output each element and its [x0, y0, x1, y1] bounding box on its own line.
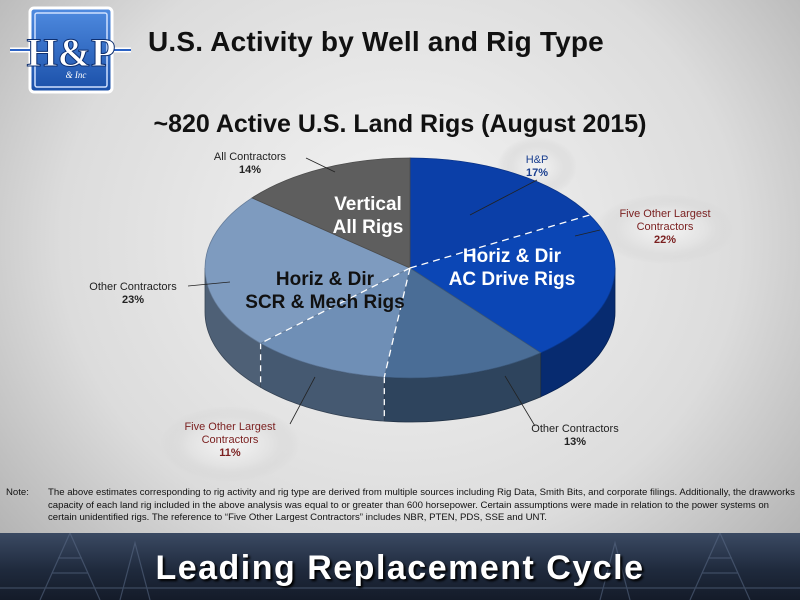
group-label-0: Vertical All Rigs: [333, 194, 404, 238]
callout-leader-3: [289, 376, 316, 425]
hp-logo-graphic: H&P & Inc: [10, 6, 131, 94]
callout-label-1: Five Other Largest Contractors 22%: [619, 208, 710, 246]
slice-separator-3: [383, 267, 411, 378]
callout-percent-5: 14%: [239, 164, 261, 176]
group-label-1-line-0: Horiz & Dir: [463, 246, 562, 267]
footer-banner: Leading Replacement Cycle: [0, 533, 800, 600]
group-label-0-line-0: Vertical: [334, 194, 402, 215]
callout-percent-1: 22%: [654, 234, 676, 246]
group-label-2: Horiz & Dir SCR & Mech Rigs: [245, 269, 404, 313]
callout-label-2-line-0: Other Contractors: [531, 423, 619, 435]
callout-percent-3: 11%: [219, 447, 241, 459]
callout-label-2: Other Contractors 13%: [531, 423, 619, 448]
group-label-1-line-1: AC Drive Rigs: [449, 269, 576, 290]
callout-leader-5: [305, 157, 336, 173]
callout-leader-1: [574, 229, 601, 237]
callout-label-0-line-0: H&P: [526, 154, 549, 166]
callout-label-5-line-0: All Contractors: [214, 151, 287, 163]
note-text: The above estimates corresponding to rig…: [48, 487, 795, 523]
callout-label-0: H&P 17%: [526, 154, 549, 179]
logo-sub-text: & Inc: [66, 70, 87, 80]
page-title: U.S. Activity by Well and Rig Type: [148, 26, 604, 57]
rig-silhouette-background: [0, 533, 800, 600]
slice-separator-1: [409, 214, 590, 269]
pie-slice-3: [259, 267, 411, 378]
group-label-1: Horiz & Dir AC Drive Rigs: [449, 246, 576, 290]
pie-slice-2: [383, 267, 542, 379]
pie-slice-0: [409, 157, 591, 269]
callout-highlight-1: [595, 194, 735, 264]
footer-text: Leading Replacement Cycle: [155, 549, 645, 587]
callout-label-4: Other Contractors 23%: [89, 281, 177, 306]
callout-percent-2: 13%: [564, 436, 586, 448]
callout-leader-2: [504, 375, 536, 427]
logo-text: H&P: [27, 30, 116, 75]
callout-label-1-line-0: Five Other Largest: [619, 208, 710, 220]
group-label-2-line-0: Horiz & Dir: [276, 269, 375, 290]
hp-logo: H&P & Inc: [8, 4, 133, 96]
pie-slice-4: [204, 197, 411, 344]
pie-slice-1: [409, 214, 616, 354]
pie-slice-5: [251, 157, 411, 269]
callout-leader-0: [469, 179, 538, 216]
slice-separator-4: [260, 267, 411, 344]
group-label-2-line-1: SCR & Mech Rigs: [245, 292, 404, 313]
callout-leader-4: [187, 281, 231, 287]
note-label: Note:: [6, 487, 29, 498]
chart-title: ~820 Active U.S. Land Rigs (August 2015): [153, 110, 647, 138]
callout-label-3: Five Other Largest Contractors 11%: [184, 421, 275, 459]
callout-percent-0: 17%: [526, 167, 548, 179]
callout-percent-4: 23%: [122, 294, 144, 306]
callout-highlight-3: [160, 406, 300, 482]
callout-label-4-line-0: Other Contractors: [89, 281, 177, 293]
callout-label-3-line-0: Five Other Largest: [184, 421, 275, 433]
callout-label-3-line-1: Contractors: [202, 434, 259, 446]
callout-label-5: All Contractors 14%: [214, 151, 287, 176]
group-label-0-line-1: All Rigs: [333, 217, 404, 238]
callout-label-1-line-1: Contractors: [637, 221, 694, 233]
